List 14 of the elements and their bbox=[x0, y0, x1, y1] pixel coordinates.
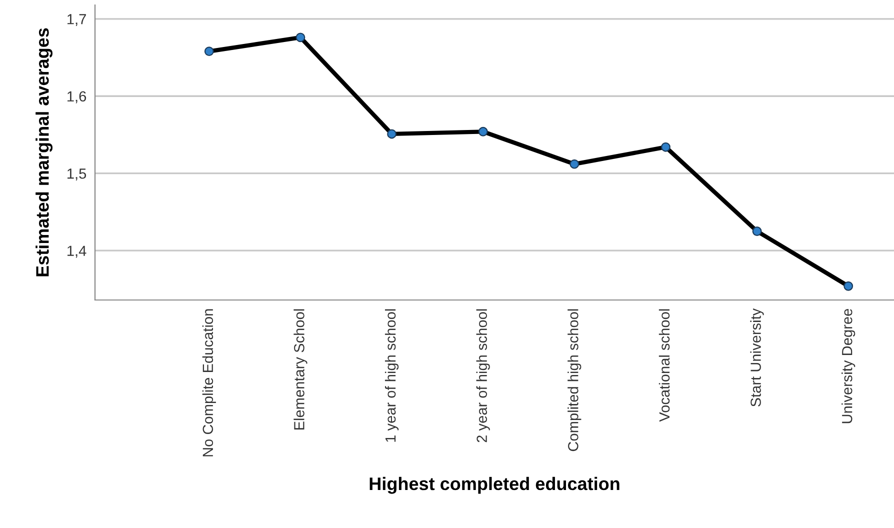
x-tick-label: Complited high school bbox=[568, 309, 582, 452]
y-tick-label: 1,4 bbox=[68, 246, 86, 258]
x-tick-label: No Complite Education bbox=[202, 309, 216, 456]
x-tick-label: Start University bbox=[750, 308, 764, 407]
y-tick-label: 1,5 bbox=[68, 168, 86, 180]
x-tick-label: Vocational school bbox=[658, 309, 670, 422]
x-tick-label: 2 year of high school bbox=[476, 309, 490, 442]
x-tick-label: 1 year of high school bbox=[384, 309, 399, 442]
x-tick-label: Elementary School bbox=[294, 309, 308, 430]
x-axis-title: Highest completed education bbox=[370, 476, 620, 494]
x-tick-label: University Degree bbox=[842, 308, 856, 424]
y-axis-title: Estimated marginal averages bbox=[36, 28, 53, 276]
y-tick-label: 1,7 bbox=[68, 14, 86, 26]
y-tick-label: 1,6 bbox=[68, 91, 86, 104]
